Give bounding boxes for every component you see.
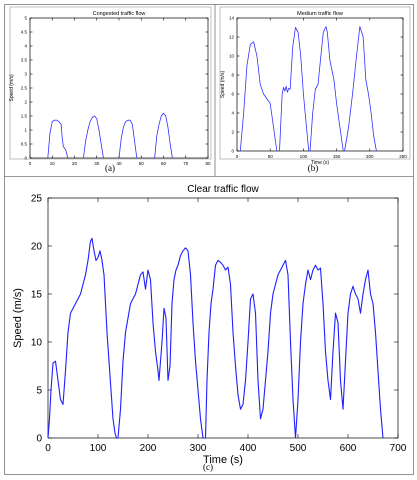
- chart-title-a: Congested traffic flow: [93, 11, 146, 17]
- y-tick-label-a: 0: [24, 156, 27, 161]
- y-tick-label-a: 3.5: [21, 58, 28, 63]
- y-axis-label-c: Speed (m/s): [12, 288, 24, 348]
- panel-a-frame: [9, 6, 212, 160]
- series-line-c-1: [117, 247, 206, 439]
- y-tick-label-c: 25: [31, 194, 43, 205]
- x-tick-label-a: 20: [72, 161, 78, 166]
- x-tick-label-a: 40: [116, 161, 122, 166]
- x-tick-label-c: 400: [240, 443, 257, 454]
- series-line-c-3: [294, 264, 384, 439]
- y-tick-label-c: 10: [31, 338, 43, 349]
- chart-title-b: Medium traffic flow: [297, 11, 343, 17]
- x-tick-label-c: 100: [90, 443, 107, 454]
- y-tick-label-b: 2: [231, 130, 234, 135]
- y-tick-label-b: 0: [231, 149, 234, 154]
- panel-b-frame: [219, 6, 411, 160]
- series-line-b-3: [344, 26, 377, 152]
- x-tick-label-c: 700: [390, 443, 407, 454]
- y-tick-label-a: 2: [24, 100, 27, 105]
- x-tick-label-b: 100: [300, 154, 308, 159]
- y-tick-label-b: 6: [231, 92, 234, 97]
- x-tick-label-b: 0: [236, 154, 239, 159]
- y-tick-label-b: 14: [229, 16, 235, 21]
- x-tick-label-a: 30: [94, 161, 100, 166]
- y-tick-label-a: 0.5: [21, 142, 28, 147]
- y-tick-label-b: 12: [229, 35, 235, 40]
- y-tick-label-b: 8: [231, 73, 234, 78]
- y-tick-label-c: 0: [36, 434, 42, 445]
- x-tick-label-c: 600: [340, 443, 357, 454]
- series-line-a-3: [154, 112, 173, 159]
- series-line-a-1: [83, 115, 104, 159]
- x-tick-label-a: 10: [50, 161, 56, 166]
- y-tick-label-c: 5: [36, 386, 42, 397]
- x-tick-label-a: 50: [139, 161, 145, 166]
- series-line-b-1: [279, 27, 310, 152]
- x-tick-label-a: 70: [183, 161, 189, 166]
- x-tick-label-a: 0: [29, 161, 32, 166]
- y-tick-label-a: 3: [24, 72, 27, 77]
- plot-area-b: [236, 17, 404, 152]
- plot-area-c: [47, 197, 399, 439]
- y-axis-label-b: Speed (m/s): [220, 71, 226, 99]
- y-tick-label-a: 4: [24, 44, 27, 49]
- x-tick-label-b: 150: [333, 154, 341, 159]
- x-axis-label-c: Time (s): [203, 454, 243, 466]
- series-line-a-0: [47, 119, 69, 159]
- y-tick-label-a: 1.5: [21, 114, 28, 119]
- x-tick-label-b: 50: [268, 154, 274, 159]
- y-tick-label-c: 15: [31, 290, 43, 301]
- y-tick-label-c: 20: [31, 242, 43, 253]
- panel-b-caption: (b): [308, 163, 319, 173]
- panel-b: (b) Medium traffic flow 0 50 100 150 200 250 0 2…: [219, 6, 411, 173]
- x-tick-label-b: 200: [366, 154, 374, 159]
- x-tick-label-c: 200: [140, 443, 157, 454]
- y-tick-label-a: 1: [24, 128, 27, 133]
- y-axis-label-a: Speed (m/s): [9, 74, 15, 102]
- y-tick-label-a: 5: [24, 16, 27, 21]
- x-tick-label-c: 0: [45, 443, 51, 454]
- series-line-b-2: [309, 26, 344, 152]
- y-tick-label-a: 2.5: [21, 86, 28, 91]
- x-tick-label-b: 250: [399, 154, 407, 159]
- figure-frame: [4, 4, 414, 475]
- series-line-c-0: [47, 237, 118, 439]
- y-tick-label-a: 4.5: [21, 30, 28, 35]
- x-tick-label-a: 60: [161, 161, 167, 166]
- x-tick-label-a: 80: [205, 161, 211, 166]
- chart-title-c: Clear traffic flow: [187, 184, 259, 195]
- series-line-b-0: [239, 41, 278, 152]
- series-line-c-2: [204, 259, 297, 439]
- x-tick-label-c: 500: [290, 443, 307, 454]
- series-line-a-2: [118, 119, 138, 159]
- panel-c-caption: (c): [203, 462, 213, 472]
- x-axis-label-b: Time (s): [311, 160, 329, 166]
- x-tick-label-c: 300: [190, 443, 207, 454]
- y-tick-label-b: 10: [229, 54, 235, 59]
- panel-a-caption: (a): [105, 163, 115, 173]
- y-tick-label-b: 4: [231, 111, 234, 116]
